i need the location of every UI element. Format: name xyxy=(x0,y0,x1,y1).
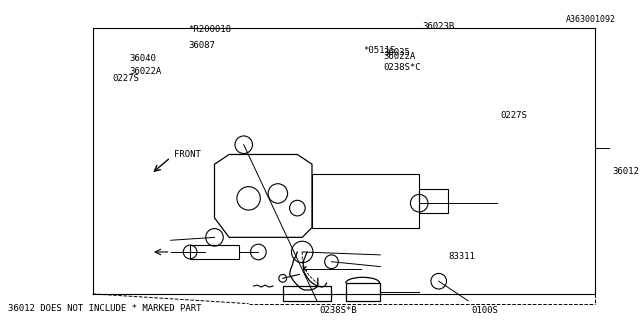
Text: 0227S: 0227S xyxy=(112,74,139,83)
Text: 0238S*C: 0238S*C xyxy=(383,63,420,72)
Text: FRONT: FRONT xyxy=(173,150,200,159)
Text: 36022A: 36022A xyxy=(383,52,415,60)
Text: 36012 DOES NOT INCLUDE * MARKED PART: 36012 DOES NOT INCLUDE * MARKED PART xyxy=(8,304,202,313)
Text: 36012: 36012 xyxy=(612,166,639,176)
Text: 36023B: 36023B xyxy=(422,22,454,31)
Text: 36022A: 36022A xyxy=(130,67,162,76)
Text: *R200018: *R200018 xyxy=(188,25,231,34)
Text: 36035: 36035 xyxy=(383,48,410,57)
Text: A363001092: A363001092 xyxy=(566,15,616,24)
Text: 36040: 36040 xyxy=(130,54,157,63)
Text: 36087: 36087 xyxy=(188,41,215,50)
Text: *0511S: *0511S xyxy=(364,46,396,55)
Text: 83311: 83311 xyxy=(449,252,476,261)
Text: 0238S*B: 0238S*B xyxy=(320,306,357,315)
Text: 0100S: 0100S xyxy=(471,306,498,315)
Text: 0227S: 0227S xyxy=(500,111,527,120)
